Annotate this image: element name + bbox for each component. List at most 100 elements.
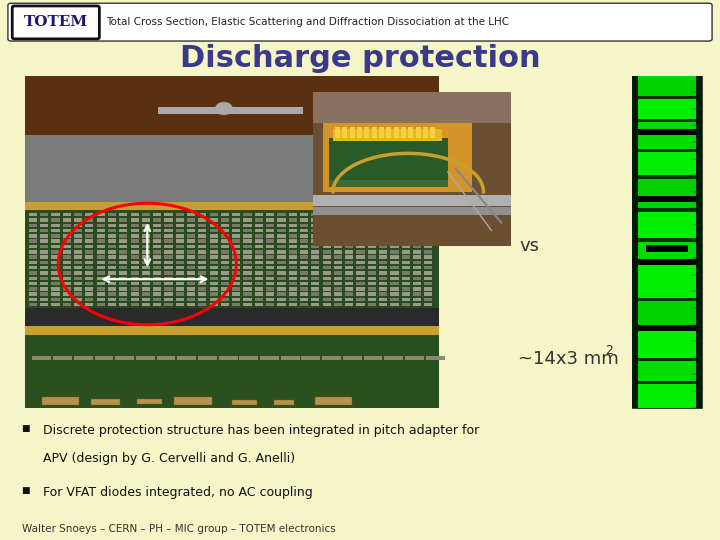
- Bar: [29, 303, 37, 306]
- Bar: [120, 266, 127, 269]
- Bar: [232, 266, 240, 269]
- Bar: [177, 356, 196, 360]
- Bar: [424, 303, 433, 306]
- Bar: [198, 213, 207, 217]
- Bar: [51, 218, 60, 222]
- Bar: [153, 224, 161, 227]
- Bar: [63, 282, 71, 285]
- Bar: [255, 298, 263, 301]
- Bar: [142, 282, 150, 285]
- Bar: [63, 234, 71, 238]
- Bar: [356, 229, 364, 232]
- Bar: [423, 127, 428, 138]
- Bar: [40, 218, 48, 222]
- Bar: [311, 250, 320, 253]
- Bar: [51, 234, 60, 238]
- Bar: [289, 298, 297, 301]
- Bar: [130, 303, 139, 306]
- Bar: [255, 218, 263, 222]
- Bar: [390, 255, 399, 259]
- Bar: [232, 298, 240, 301]
- Bar: [402, 276, 410, 280]
- Bar: [243, 229, 251, 232]
- Bar: [364, 127, 369, 138]
- Text: Discharge protection: Discharge protection: [180, 44, 540, 73]
- Bar: [368, 255, 376, 259]
- Bar: [356, 282, 364, 285]
- Bar: [413, 282, 421, 285]
- Bar: [334, 224, 342, 227]
- Bar: [153, 293, 161, 296]
- Bar: [402, 213, 410, 217]
- Bar: [142, 261, 150, 264]
- Bar: [51, 250, 60, 253]
- Bar: [300, 261, 308, 264]
- Bar: [413, 293, 421, 296]
- Bar: [198, 298, 207, 301]
- Bar: [29, 293, 37, 296]
- Bar: [266, 287, 274, 291]
- Bar: [424, 271, 433, 275]
- Bar: [153, 250, 161, 253]
- Bar: [266, 276, 274, 280]
- Bar: [198, 229, 207, 232]
- Bar: [632, 76, 638, 408]
- Bar: [345, 261, 354, 264]
- Bar: [63, 245, 71, 248]
- Bar: [96, 276, 104, 280]
- Bar: [243, 303, 251, 306]
- Bar: [120, 224, 127, 227]
- Bar: [42, 397, 79, 405]
- Bar: [243, 298, 251, 301]
- Bar: [311, 282, 320, 285]
- Bar: [108, 261, 116, 264]
- Bar: [413, 240, 421, 243]
- Bar: [85, 287, 94, 291]
- Bar: [232, 293, 240, 296]
- Bar: [255, 224, 263, 227]
- Bar: [63, 213, 71, 217]
- Bar: [210, 303, 217, 306]
- Bar: [232, 287, 240, 291]
- Bar: [210, 293, 217, 296]
- Bar: [255, 282, 263, 285]
- Bar: [176, 298, 184, 301]
- Bar: [85, 218, 94, 222]
- Bar: [187, 224, 195, 227]
- Bar: [243, 261, 251, 264]
- Bar: [334, 293, 342, 296]
- Bar: [345, 250, 354, 253]
- Bar: [260, 356, 279, 360]
- Bar: [40, 287, 48, 291]
- Bar: [74, 255, 82, 259]
- Bar: [29, 276, 37, 280]
- Bar: [153, 240, 161, 243]
- Bar: [142, 266, 150, 269]
- Bar: [323, 255, 330, 259]
- Bar: [632, 130, 702, 136]
- Bar: [402, 218, 410, 222]
- Bar: [334, 276, 342, 280]
- Bar: [300, 245, 308, 248]
- Bar: [311, 276, 320, 280]
- Bar: [130, 266, 139, 269]
- Bar: [51, 282, 60, 285]
- Bar: [345, 293, 354, 296]
- Bar: [390, 293, 399, 296]
- Bar: [334, 240, 342, 243]
- Bar: [130, 213, 139, 217]
- Bar: [176, 218, 184, 222]
- Bar: [164, 250, 173, 253]
- Bar: [120, 218, 127, 222]
- Bar: [402, 229, 410, 232]
- Bar: [334, 213, 342, 217]
- Bar: [232, 276, 240, 280]
- Bar: [108, 287, 116, 291]
- Bar: [130, 218, 139, 222]
- Bar: [334, 282, 342, 285]
- Bar: [85, 293, 94, 296]
- Bar: [356, 255, 364, 259]
- Bar: [85, 282, 94, 285]
- Bar: [74, 229, 82, 232]
- Bar: [63, 250, 71, 253]
